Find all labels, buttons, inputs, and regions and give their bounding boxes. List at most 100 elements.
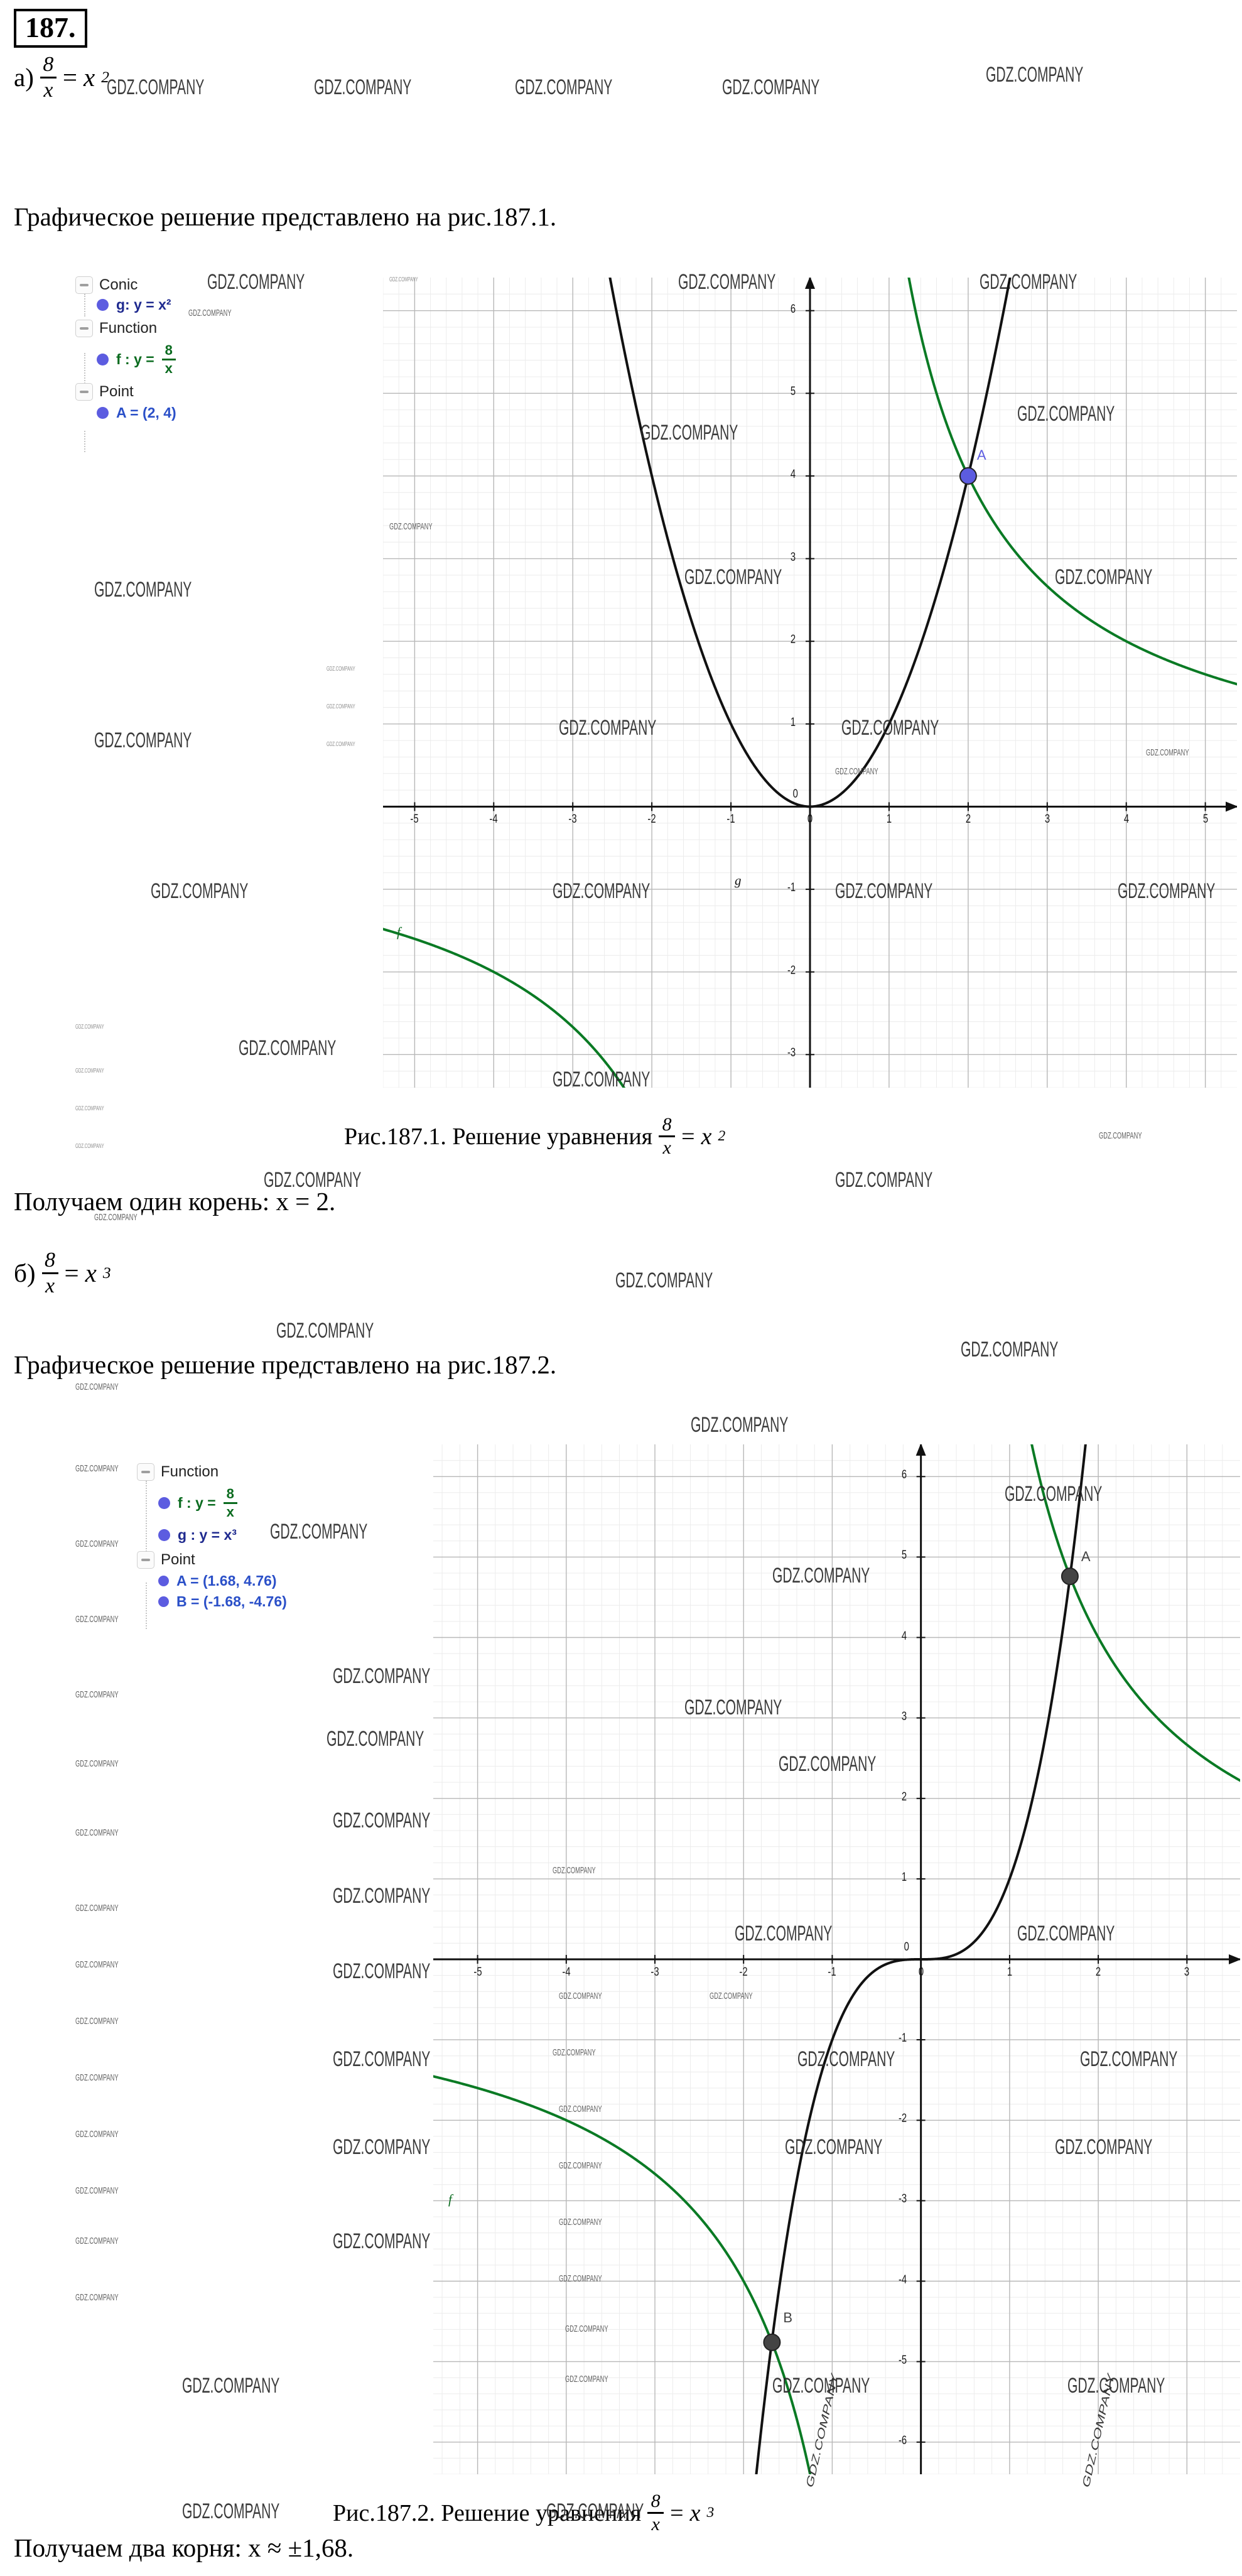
x-tick-label: 3: [1184, 1966, 1190, 1979]
watermark: GDZ.COMPANY: [75, 1827, 119, 1838]
watermark: GDZ.COMPANY: [75, 2185, 119, 2196]
curve-f: [1030, 1444, 1240, 1782]
part-a-equals: =: [62, 62, 77, 92]
watermark: GDZ.COMPANY: [75, 2292, 119, 2303]
figure2-legend-group-point[interactable]: Point: [137, 1551, 489, 1569]
legend-dot-icon: [158, 1596, 169, 1607]
figure2-legend-group-function[interactable]: Function: [137, 1463, 489, 1481]
watermark: GDZ.COMPANY: [333, 1884, 431, 1908]
figure2-caption-text: Рис.187.2. Решение уравнения: [333, 2499, 642, 2526]
collapse-minus-icon[interactable]: [137, 1551, 154, 1569]
collapse-minus-icon[interactable]: [75, 276, 93, 294]
watermark: GDZ.COMPANY: [75, 2129, 119, 2140]
y-tick-label: -1: [787, 881, 796, 895]
watermark: GDZ.COMPANY: [986, 63, 1084, 87]
watermark: GDZ.COMPANY: [239, 1036, 337, 1060]
x-tick-label: 2: [965, 813, 971, 826]
figure1-legend-f-den: x: [165, 360, 173, 376]
watermark: GDZ.COMPANY: [75, 1539, 119, 1549]
caption2-eq: =: [670, 2499, 684, 2526]
figure1-legend-group-conic-label: Conic: [99, 276, 138, 293]
figure1-legend-item-A[interactable]: A = (2, 4): [97, 404, 402, 421]
x-tick-label: -5: [410, 813, 419, 826]
curve-f: [907, 278, 1237, 686]
legend-dot-icon: [158, 1529, 170, 1541]
legend-dot-icon: [97, 407, 109, 419]
fraction-bar: [161, 359, 176, 360]
tree-connector: [84, 353, 85, 391]
x-tick-label: -4: [489, 813, 498, 826]
watermark: GDZ.COMPANY: [327, 741, 355, 748]
figure1-caption-fraction: 8 x: [659, 1114, 676, 1157]
figure2-legend-item-g[interactable]: g : y = x³: [158, 1527, 489, 1544]
tree-connector: [146, 1481, 147, 1564]
collapse-minus-icon[interactable]: [75, 320, 93, 337]
ticks: [414, 310, 1206, 1056]
figure1-legend-item-g[interactable]: g: y = x²: [97, 296, 402, 313]
part-b-equals: =: [64, 1258, 79, 1287]
watermark: GDZ.COMPANY: [314, 75, 412, 99]
x-tick-label: 3: [1044, 813, 1050, 826]
collapse-minus-icon[interactable]: [75, 383, 93, 401]
watermark: GDZ.COMPANY: [276, 1319, 374, 1343]
fraction-bar: [647, 2512, 664, 2514]
x-tick-label: 2: [1095, 1966, 1101, 1979]
x-tick-label: 1: [1007, 1966, 1013, 1979]
figure1-legend-item-g-label: g: y = x²: [116, 296, 171, 313]
y-tick-label: 1: [901, 1870, 907, 1884]
figure2-svg: [433, 1444, 1240, 2474]
watermark: GDZ.COMPANY: [75, 1689, 119, 1700]
part-b-rhs-base: x: [85, 1258, 97, 1287]
watermark: GDZ.COMPANY: [333, 2229, 431, 2253]
figure1-legend-group-conic[interactable]: Conic: [75, 276, 402, 294]
watermark: GDZ.COMPANY: [691, 1413, 789, 1437]
tree-connector: [84, 294, 85, 317]
y-tick-label: 1: [790, 715, 796, 729]
y-tick-label: 4: [790, 467, 796, 481]
x-tick-label: -5: [473, 1966, 482, 1979]
watermark: GDZ.COMPANY: [75, 1068, 104, 1074]
curve-label-g: g: [735, 873, 742, 888]
point-label-A: A: [976, 446, 986, 463]
part-a-rhs-exponent: 2: [101, 68, 109, 86]
legend-dot-icon: [158, 1576, 169, 1586]
collapse-minus-icon[interactable]: [137, 1463, 154, 1481]
figure2-legend-item-B[interactable]: B = (-1.68, -4.76): [158, 1593, 489, 1610]
figure1-legend-group-function[interactable]: Function: [75, 320, 402, 337]
part-a-rhs-base: x: [83, 62, 95, 92]
curve-g: [755, 1444, 1087, 2474]
caption2-num: 8: [651, 2491, 661, 2511]
y-tick-label: -5: [898, 2353, 907, 2367]
watermark: GDZ.COMPANY: [75, 1024, 104, 1031]
figure1-legend-item-f[interactable]: f : y = 8 x: [97, 344, 402, 376]
part-b-intro-text: Графическое решение представлено на рис.…: [14, 1350, 557, 1379]
figure2-legend-item-B-label: B = (-1.68, -4.76): [176, 1593, 287, 1610]
y-tick-label: 5: [901, 1549, 907, 1562]
watermark: GDZ.COMPANY: [182, 2374, 280, 2398]
y-tick-label: -3: [787, 1046, 796, 1060]
y-tick-label: -3: [898, 2192, 907, 2206]
figure2-legend-group-point-label: Point: [161, 1551, 195, 1568]
watermark: GDZ.COMPANY: [333, 1809, 431, 1832]
y-tick-label: -2: [898, 2112, 907, 2126]
caption1-num: 8: [662, 1114, 672, 1135]
figure2-legend-item-A[interactable]: A = (1.68, 4.76): [158, 1572, 489, 1589]
caption2-den: x: [651, 2514, 660, 2535]
watermark: GDZ.COMPANY: [515, 75, 613, 99]
part-a-fraction-numerator: 8: [43, 53, 54, 76]
figure1-legend-group-point[interactable]: Point: [75, 383, 402, 401]
watermark: GDZ.COMPANY: [75, 1143, 104, 1150]
figure1-caption-text: Рис.187.1. Решение уравнения: [344, 1123, 653, 1150]
x-tick-label: 5: [1202, 813, 1208, 826]
watermark: GDZ.COMPANY: [333, 2047, 431, 2071]
watermark: GDZ.COMPANY: [75, 1959, 119, 1970]
axes: [433, 1444, 1240, 2474]
watermark: GDZ.COMPANY: [75, 1903, 119, 1913]
watermark: GDZ.COMPANY: [75, 1382, 119, 1392]
figure2-legend-item-f[interactable]: f : y = 8 x: [158, 1487, 489, 1519]
fraction-bar: [223, 1502, 237, 1504]
